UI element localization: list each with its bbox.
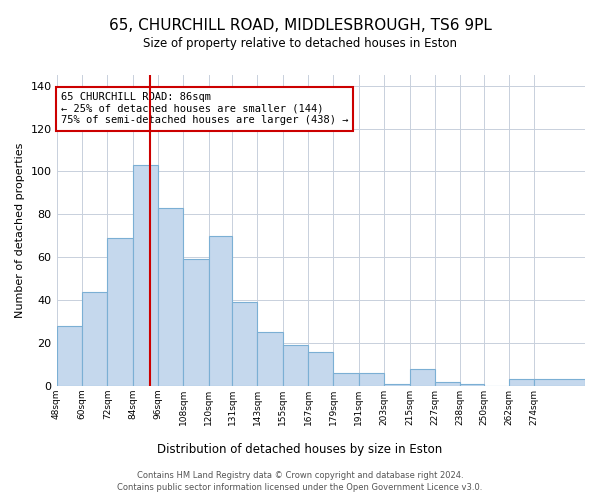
Bar xyxy=(209,236,232,386)
Text: Distribution of detached houses by size in Eston: Distribution of detached houses by size … xyxy=(157,442,443,456)
Bar xyxy=(56,326,82,386)
Y-axis label: Number of detached properties: Number of detached properties xyxy=(15,142,25,318)
Text: Contains HM Land Registry data © Crown copyright and database right 2024.: Contains HM Land Registry data © Crown c… xyxy=(137,471,463,480)
Bar xyxy=(384,384,410,386)
Bar xyxy=(334,373,359,386)
Text: 65 CHURCHILL ROAD: 86sqm
← 25% of detached houses are smaller (144)
75% of semi-: 65 CHURCHILL ROAD: 86sqm ← 25% of detach… xyxy=(61,92,348,126)
Bar xyxy=(534,380,585,386)
Bar xyxy=(184,260,209,386)
Bar xyxy=(410,368,435,386)
Bar xyxy=(509,380,534,386)
Bar xyxy=(82,292,107,386)
Bar xyxy=(133,165,158,386)
Bar xyxy=(435,382,460,386)
Bar xyxy=(359,373,384,386)
Bar xyxy=(283,345,308,386)
Text: Size of property relative to detached houses in Eston: Size of property relative to detached ho… xyxy=(143,38,457,51)
Text: 65, CHURCHILL ROAD, MIDDLESBROUGH, TS6 9PL: 65, CHURCHILL ROAD, MIDDLESBROUGH, TS6 9… xyxy=(109,18,491,32)
Bar xyxy=(308,352,334,386)
Bar xyxy=(107,238,133,386)
Bar xyxy=(257,332,283,386)
Bar xyxy=(158,208,184,386)
Text: Contains public sector information licensed under the Open Government Licence v3: Contains public sector information licen… xyxy=(118,484,482,492)
Bar xyxy=(232,302,257,386)
Bar xyxy=(460,384,484,386)
